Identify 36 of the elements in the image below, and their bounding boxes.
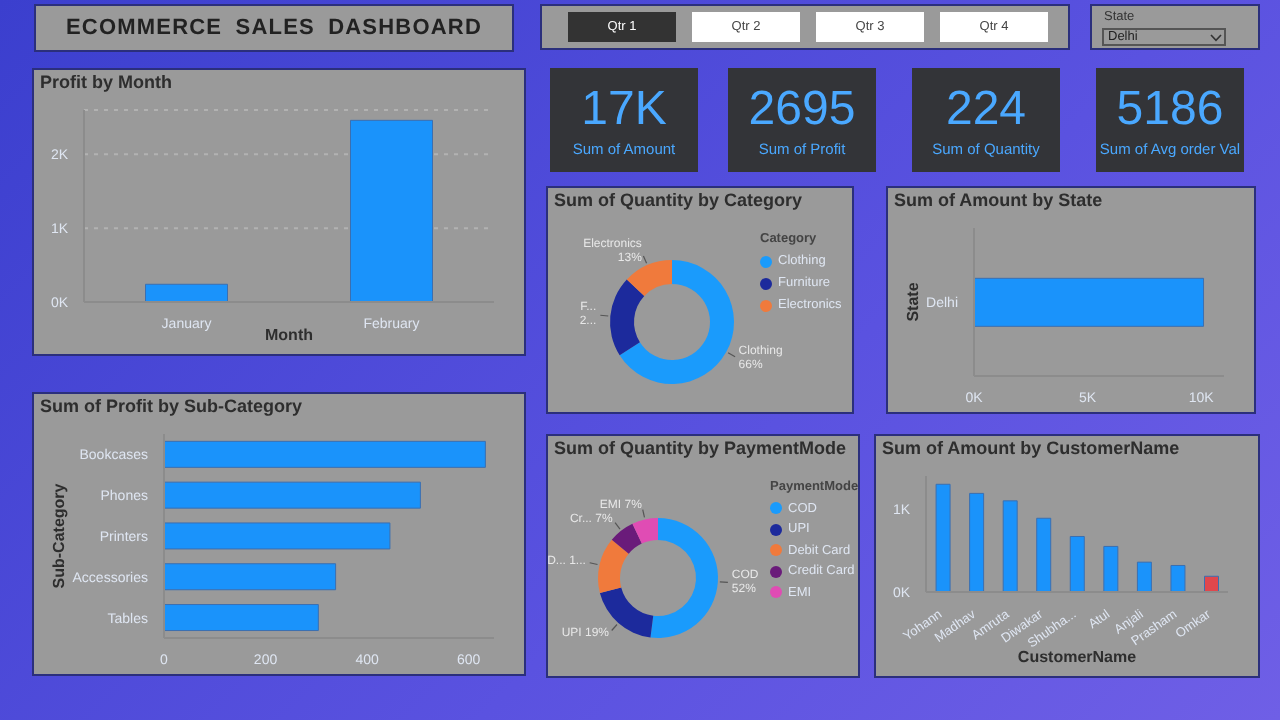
bar (1103, 545, 1119, 592)
bar (1002, 500, 1018, 592)
bar (935, 483, 951, 592)
donut-slice (610, 279, 645, 356)
bar (164, 604, 319, 632)
bar (969, 492, 985, 592)
bar (1204, 575, 1220, 592)
bar (164, 440, 486, 468)
text: 17K (579, 80, 669, 140)
chart-title: Sum of Profit by Sub-Category (40, 396, 303, 416)
y-axis-title: Sub-Category (49, 482, 68, 589)
chart-title: Sum of Quantity by Category (554, 190, 803, 210)
donut-slice (619, 260, 734, 384)
text: 224 (943, 80, 1029, 140)
x-axis-title: CustomerName (1017, 648, 1138, 666)
text: 5186 (1114, 80, 1226, 140)
donut-slice (611, 523, 642, 554)
text: 2695 (746, 80, 858, 140)
bar (164, 563, 337, 591)
bar (1069, 535, 1085, 592)
bar (1036, 517, 1052, 592)
donut-slice (632, 518, 658, 544)
bar (1170, 564, 1186, 592)
y-axis-title: State (903, 281, 922, 322)
chart-title: Sum of Amount by State (894, 190, 1103, 210)
chart-title: Profit by Month (40, 72, 172, 92)
donut-slice (598, 539, 629, 593)
x-axis-title: Month (265, 326, 314, 344)
chart-title: Sum of Amount by CustomerName (882, 438, 1180, 458)
donut-slice (650, 518, 718, 638)
bar (1136, 561, 1152, 592)
chart-title: Sum of Quantity by PaymentMode (554, 438, 847, 458)
text: ECOMMERCE SALES DASHBOARD (34, 4, 514, 52)
donut-slice (626, 260, 672, 296)
bar (164, 481, 421, 509)
bar (164, 522, 391, 550)
